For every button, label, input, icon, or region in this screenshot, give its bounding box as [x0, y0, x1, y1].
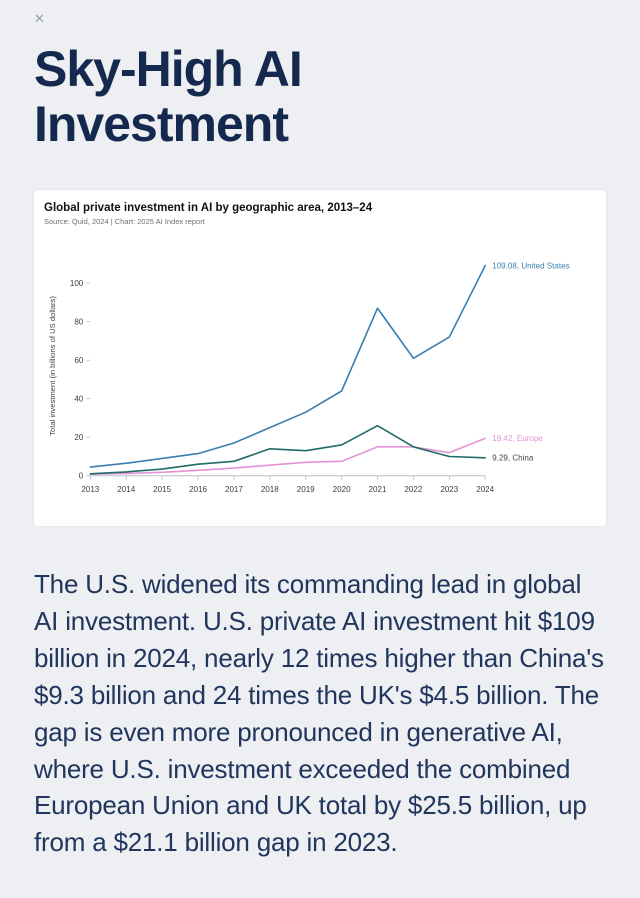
svg-text:60: 60 — [74, 356, 83, 365]
ai-investment-line-chart: 0 20 40 60 80 100 2013 2014 2015 2016 2017 2018 2019… — [48, 261, 570, 494]
svg-text:2018: 2018 — [261, 485, 279, 494]
svg-text:40: 40 — [74, 394, 83, 403]
svg-text:20: 20 — [74, 433, 83, 442]
svg-text:2013: 2013 — [81, 485, 99, 494]
svg-text:2015: 2015 — [153, 485, 171, 494]
svg-text:2020: 2020 — [333, 485, 351, 494]
svg-text:80: 80 — [74, 317, 83, 326]
series-end-label-china: 9.29, China — [492, 453, 534, 462]
page-title: Sky-High AI Investment — [34, 42, 606, 152]
chart-source: Source: Quid, 2024 | Chart: 2025 AI Inde… — [44, 217, 205, 226]
series-line-china — [89, 424, 486, 475]
series-line-europe — [89, 437, 486, 476]
svg-text:2021: 2021 — [369, 485, 387, 494]
article-paragraph: The U.S. widened its commanding lead in … — [34, 569, 604, 858]
svg-text:2016: 2016 — [189, 485, 207, 494]
close-icon[interactable]: ✕ — [34, 11, 45, 26]
series-end-label-europe: 19.42, Europe — [492, 434, 543, 443]
svg-text:0: 0 — [79, 471, 84, 480]
page-title-line1: Sky-High AI — [34, 41, 303, 97]
svg-text:2019: 2019 — [297, 485, 315, 494]
svg-text:2023: 2023 — [440, 485, 458, 494]
chart-area: 0 20 40 60 80 100 2013 2014 2015 2016 2017 2018 2019… — [44, 232, 596, 516]
svg-text:2022: 2022 — [404, 485, 422, 494]
chart-card: Global private investment in AI by geogr… — [34, 190, 606, 527]
series-line-united-states — [89, 264, 486, 468]
series-end-label-united-states: 109.08, United States — [492, 261, 569, 270]
svg-text:100: 100 — [70, 279, 84, 288]
page-title-line2: Investment — [34, 96, 289, 152]
article-page: ✕ Sky-High AI Investment Global private … — [34, 11, 606, 858]
svg-text:2017: 2017 — [225, 485, 243, 494]
y-axis-label: Total investment (in billions of US doll… — [48, 296, 57, 436]
chart-title: Global private investment in AI by geogr… — [44, 202, 373, 214]
svg-text:2024: 2024 — [476, 485, 494, 494]
svg-text:2014: 2014 — [117, 485, 135, 494]
